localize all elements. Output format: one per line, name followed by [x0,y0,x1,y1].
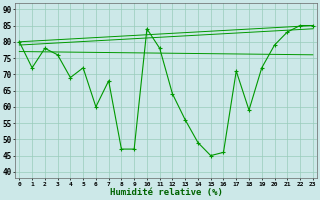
X-axis label: Humidité relative (%): Humidité relative (%) [110,188,222,197]
